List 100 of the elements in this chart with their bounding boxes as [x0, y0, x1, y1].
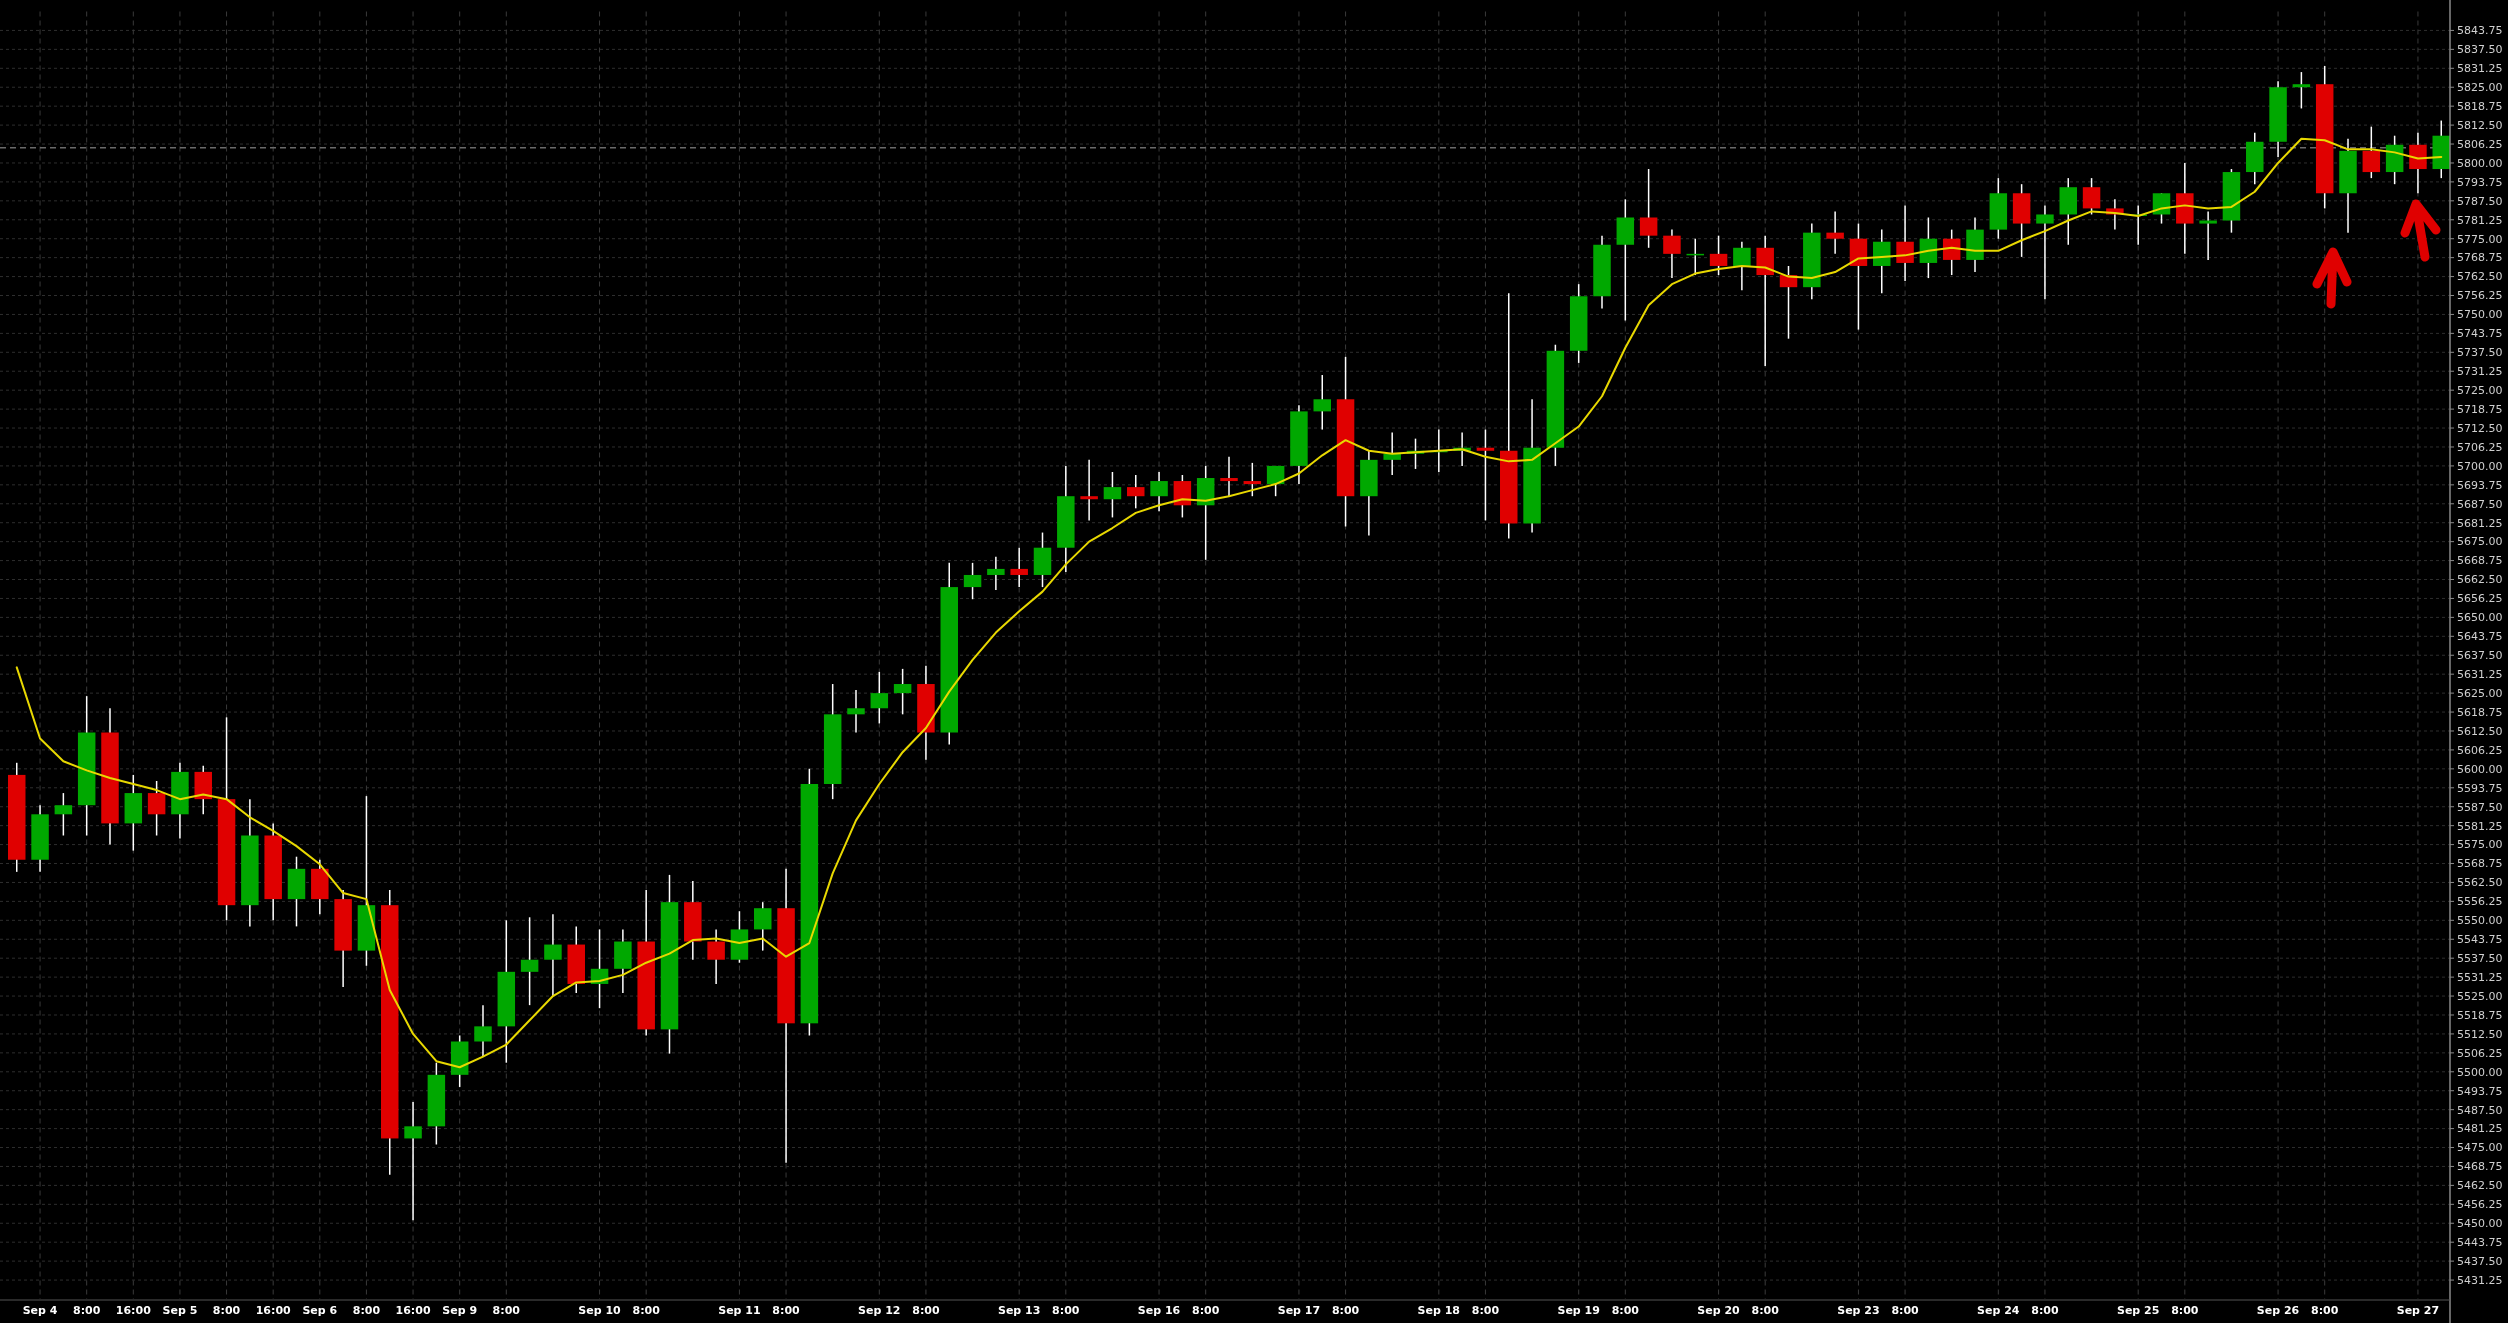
y-tick-label: 5650.00 — [2457, 611, 2503, 625]
x-tick-label: Sep 4 — [22, 1304, 58, 1317]
x-tick-label: 8:00 — [632, 1304, 661, 1317]
x-tick-label: Sep 16 — [1137, 1304, 1181, 1317]
y-tick-label: 5643.75 — [2457, 630, 2503, 644]
y-tick-label: 5762.50 — [2457, 270, 2503, 284]
candlestick — [1010, 546, 1028, 588]
x-tick-label: 8:00 — [772, 1304, 801, 1317]
candlestick — [870, 671, 889, 725]
y-tick-label: 5506.25 — [2457, 1046, 2503, 1060]
x-tick-label: 16:00 — [255, 1304, 292, 1317]
y-tick-label: 5568.75 — [2457, 857, 2503, 871]
candlestick — [544, 913, 562, 997]
x-tick-label: 16:00 — [115, 1304, 152, 1317]
y-tick-label: 5543.75 — [2457, 933, 2503, 947]
candlestick — [404, 1101, 422, 1221]
y-tick-label: 5481.25 — [2457, 1122, 2503, 1136]
candlestick — [2036, 204, 2054, 301]
y-tick-label: 5837.50 — [2457, 43, 2503, 57]
x-tick-label: 8:00 — [2171, 1304, 2199, 1317]
candlestick — [1383, 431, 1401, 476]
candlestick — [1080, 459, 1098, 522]
y-tick-label: 5468.75 — [2457, 1160, 2503, 1174]
candlestick — [1220, 456, 1238, 497]
x-tick-label: Sep 6 — [302, 1304, 338, 1317]
candlestick — [1826, 210, 1844, 255]
y-tick-label: 5531.25 — [2457, 970, 2503, 984]
y-tick-label: 5800.00 — [2457, 156, 2503, 170]
candlestick — [474, 1004, 492, 1058]
y-tick-label: 5512.50 — [2457, 1027, 2503, 1041]
candlestick — [1103, 471, 1122, 519]
x-tick-label: 8:00 — [912, 1304, 940, 1317]
y-tick-label: 5812.50 — [2457, 118, 2503, 132]
x-tick-label: 8:00 — [2031, 1304, 2059, 1317]
x-tick-label: Sep 13 — [997, 1304, 1041, 1317]
y-tick-label: 5681.25 — [2457, 516, 2503, 530]
y-tick-label: 5768.75 — [2457, 251, 2503, 265]
y-tick-label: 5750.00 — [2457, 308, 2503, 322]
candlestick — [754, 901, 772, 952]
y-tick-label: 5487.50 — [2457, 1103, 2503, 1117]
y-tick-label: 5712.50 — [2457, 421, 2503, 435]
y-tick-label: 5437.50 — [2457, 1254, 2503, 1268]
x-tick-label: 8:00 — [1471, 1304, 1500, 1317]
y-tick-label: 5587.50 — [2457, 800, 2503, 814]
candlestick — [963, 562, 982, 600]
y-tick-label: 5737.50 — [2457, 346, 2503, 360]
y-tick-label: 5693.75 — [2457, 478, 2503, 492]
y-tick-label: 5575.00 — [2457, 838, 2503, 852]
x-tick-label: Sep 18 — [1417, 1304, 1461, 1317]
candlestick — [1476, 428, 1495, 522]
x-tick-label: Sep 26 — [2256, 1304, 2300, 1317]
y-tick-label: 5725.00 — [2457, 384, 2503, 398]
y-tick-label: 5500.00 — [2457, 1065, 2503, 1079]
candlestick — [1733, 240, 1751, 291]
y-tick-label: 5818.75 — [2457, 100, 2503, 114]
y-tick-label: 5687.50 — [2457, 497, 2503, 511]
y-tick-label: 5831.25 — [2457, 62, 2503, 76]
candlestick — [1243, 462, 1262, 497]
x-tick-label: Sep 11 — [718, 1304, 761, 1317]
y-tick-label: 5775.00 — [2457, 232, 2503, 246]
x-tick-label: 8:00 — [72, 1304, 101, 1317]
x-tick-label: Sep 24 — [1977, 1304, 2020, 1317]
y-tick-label: 5475.00 — [2457, 1141, 2503, 1155]
y-tick-label: 5450.00 — [2457, 1217, 2503, 1231]
y-tick-label: 5606.25 — [2457, 743, 2503, 757]
x-tick-label: Sep 5 — [162, 1304, 198, 1317]
y-tick-label: 5731.25 — [2457, 365, 2503, 379]
candlestick — [2362, 125, 2381, 179]
y-tick-label: 5793.75 — [2457, 175, 2503, 189]
candlestick — [1266, 465, 1285, 497]
y-tick-label: 5462.50 — [2457, 1179, 2503, 1193]
x-tick-label: Sep 9 — [442, 1304, 478, 1317]
candlestick — [893, 668, 912, 716]
y-tick-label: 5718.75 — [2457, 402, 2503, 416]
y-tick-label: 5493.75 — [2457, 1084, 2503, 1098]
y-tick-label: 5706.25 — [2457, 440, 2503, 454]
y-tick-label: 5656.25 — [2457, 592, 2503, 606]
y-tick-label: 5556.25 — [2457, 895, 2503, 909]
candlestick — [520, 916, 539, 1006]
candlestick — [707, 928, 725, 985]
candlestick — [1896, 204, 1914, 282]
y-tick-label: 5668.75 — [2457, 554, 2503, 568]
x-tick-label: 8:00 — [1052, 1304, 1080, 1317]
x-tick-label: Sep 25 — [2116, 1304, 2160, 1317]
y-tick-label: 5581.25 — [2457, 819, 2503, 833]
candlestick — [2292, 71, 2311, 110]
candlestick — [2082, 177, 2101, 216]
x-tick-label: Sep 23 — [1837, 1304, 1880, 1317]
y-tick-label: 5675.00 — [2457, 535, 2503, 549]
candlestick — [1313, 374, 1331, 431]
x-tick-label: 8:00 — [492, 1304, 521, 1317]
candlestick — [1709, 234, 1728, 276]
y-tick-label: 5618.75 — [2457, 705, 2503, 719]
x-tick-label: 8:00 — [1611, 1304, 1640, 1317]
candlestick — [1127, 474, 1145, 510]
y-tick-label: 5662.50 — [2457, 573, 2503, 587]
x-tick-label: Sep 27 — [2396, 1304, 2440, 1317]
y-tick-label: 5456.25 — [2457, 1198, 2503, 1212]
y-tick-label: 5781.25 — [2457, 213, 2503, 227]
y-tick-label: 5700.00 — [2457, 459, 2503, 473]
